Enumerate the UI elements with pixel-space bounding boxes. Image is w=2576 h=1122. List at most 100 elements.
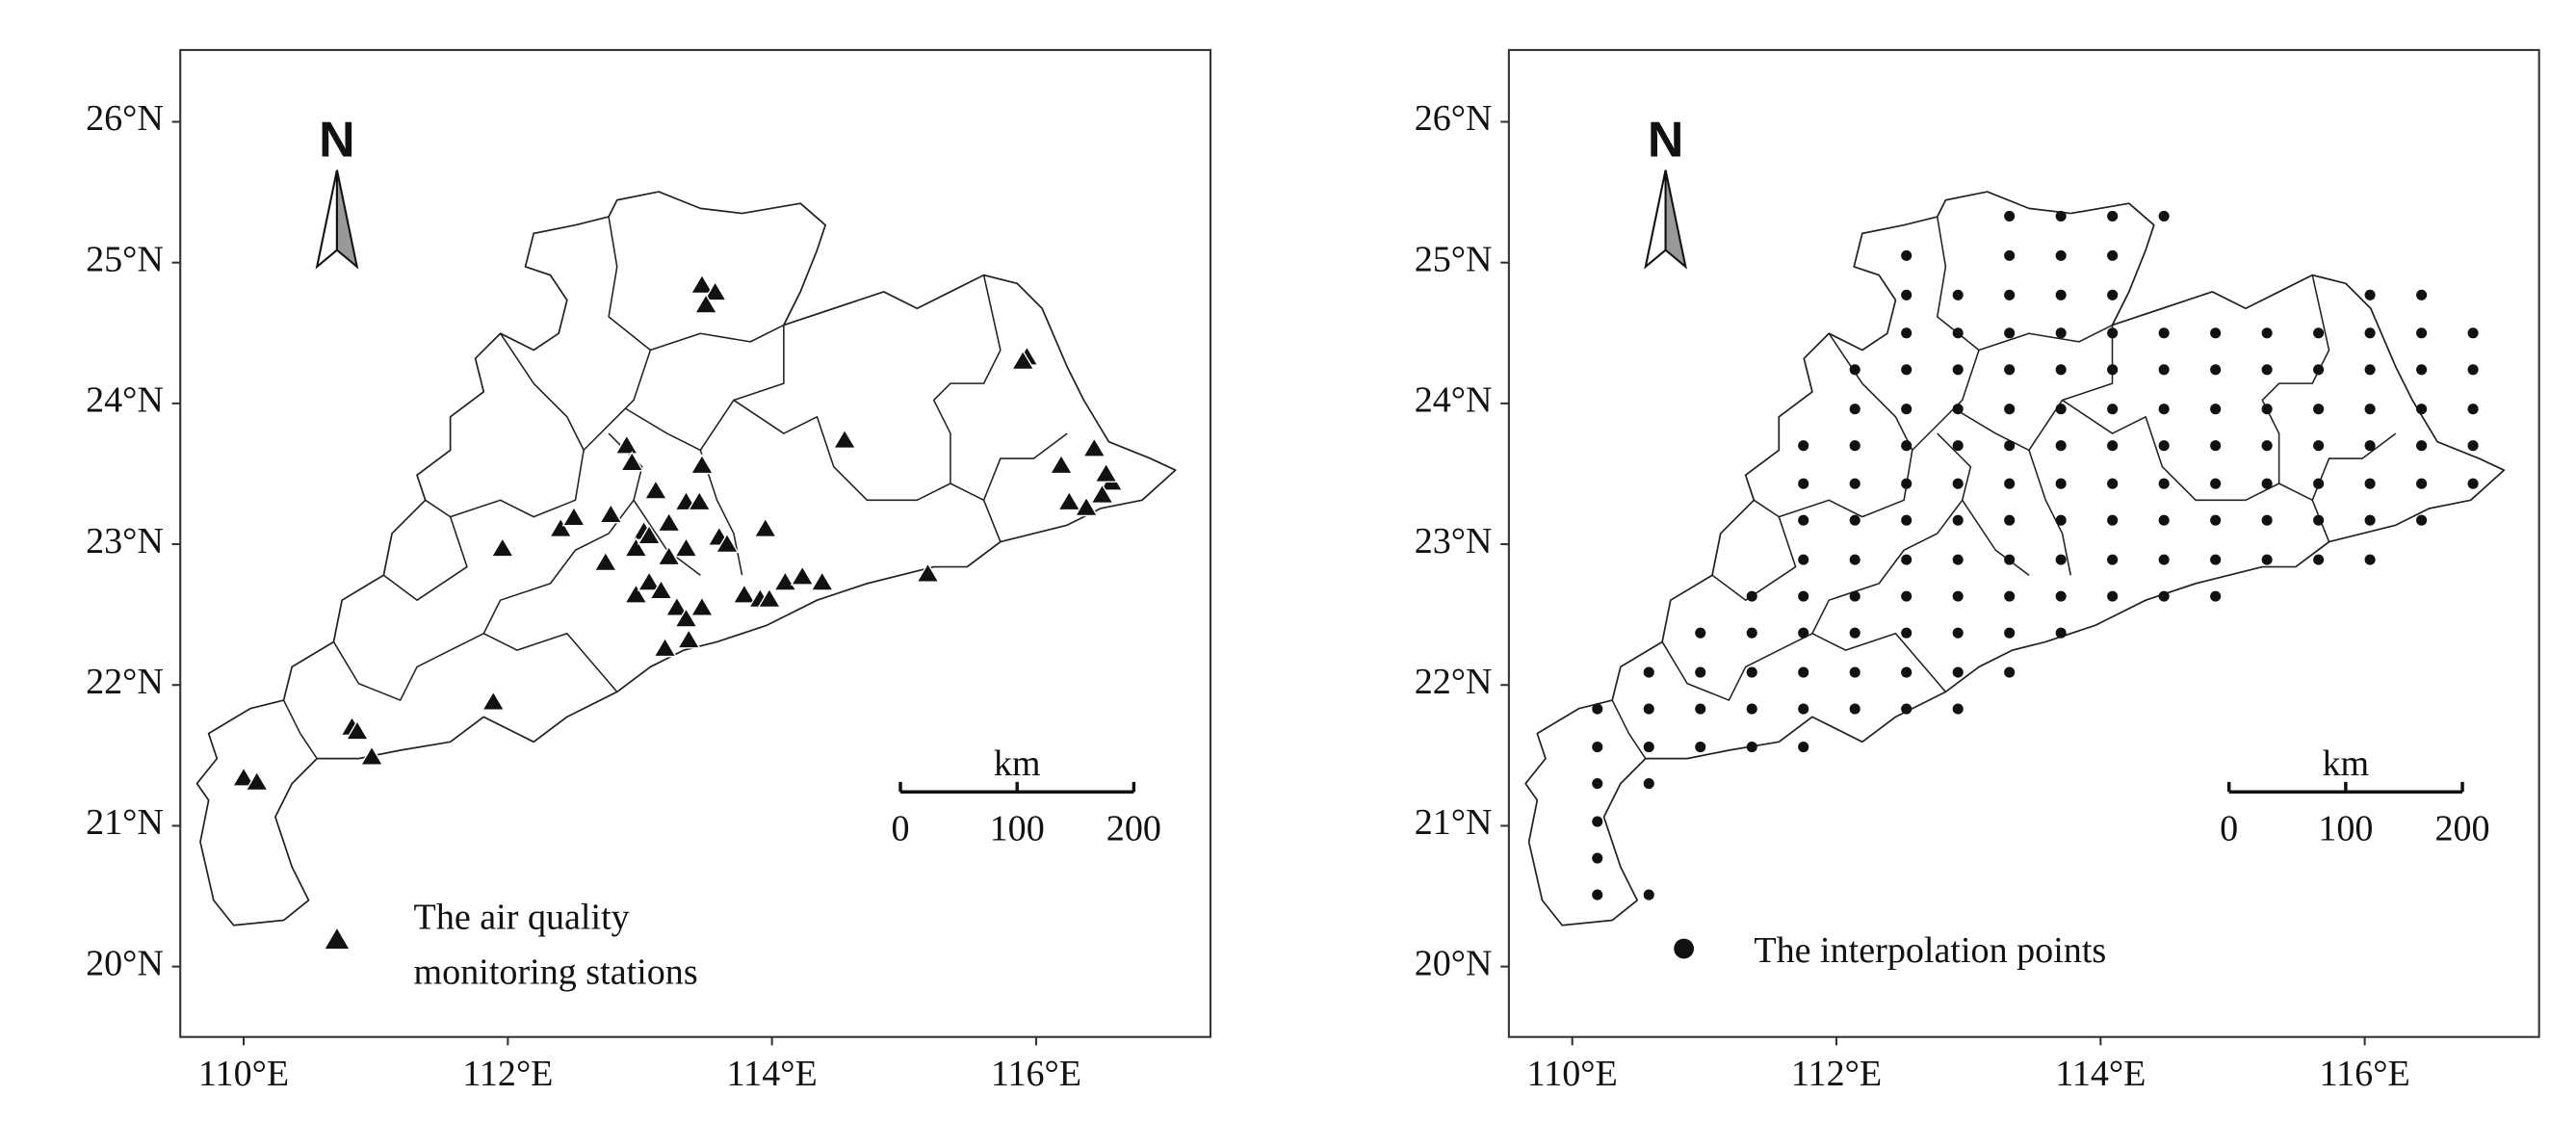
coastline <box>1524 191 2506 926</box>
interpolation-point <box>2210 404 2222 415</box>
legend-text: The air quality <box>414 897 630 937</box>
interpolation-point <box>2004 404 2016 415</box>
interpolation-point <box>1746 666 1757 678</box>
interpolation-point <box>2107 249 2119 261</box>
interpolation-point <box>2364 289 2376 300</box>
interpolation-point <box>2313 514 2325 526</box>
scale-unit: km <box>994 744 1041 784</box>
station-marker <box>359 744 384 766</box>
interpolation-point <box>1901 666 1912 678</box>
interpolation-point <box>1952 666 1964 678</box>
y-tick-label: 20°N <box>86 943 164 983</box>
station-marker <box>623 583 648 604</box>
interpolation-point <box>1798 590 1809 602</box>
y-tick-label: 25°N <box>86 239 164 279</box>
interpolation-point <box>2004 478 2016 489</box>
interpolation-point <box>2107 210 2119 222</box>
interpolation-point <box>2107 327 2119 339</box>
interpolation-point <box>1849 478 1860 489</box>
interpolation-point <box>2364 554 2376 565</box>
interpolation-point <box>1746 742 1757 753</box>
interpolation-point <box>2055 289 2067 300</box>
map-frame <box>179 48 1212 1038</box>
coastline <box>195 191 1177 926</box>
province-border <box>282 699 318 760</box>
interpolation-point <box>2107 514 2119 526</box>
interpolation-point <box>1695 666 1706 678</box>
province-border <box>1711 516 1797 601</box>
interpolation-point <box>1643 703 1654 715</box>
station-marker <box>657 545 682 566</box>
interpolation-point <box>2004 440 2016 452</box>
interpolation-point <box>2158 478 2170 489</box>
interpolation-point <box>1592 816 1603 827</box>
interpolation-point <box>2261 440 2273 452</box>
interpolation-point <box>2467 478 2479 489</box>
interpolation-point <box>2416 478 2428 489</box>
province-border <box>1611 699 1647 760</box>
interpolation-point <box>1952 478 1964 489</box>
interpolation-point <box>1901 478 1912 489</box>
interpolation-point <box>1849 440 1860 452</box>
interpolation-point <box>1798 742 1809 753</box>
interpolation-point <box>2107 289 2119 300</box>
scale-unit: km <box>2323 744 2370 784</box>
interpolation-point <box>1798 666 1809 678</box>
station-marker <box>1074 496 1099 517</box>
interpolation-point <box>2004 289 2016 300</box>
interpolation-point <box>1695 627 1706 639</box>
y-tick-label: 20°N <box>1415 943 1493 983</box>
interpolation-point <box>1643 889 1654 900</box>
interpolation-point <box>1592 889 1603 900</box>
station-marker <box>715 533 740 554</box>
interpolation-point <box>1952 514 1964 526</box>
interpolation-point <box>2158 364 2170 376</box>
interpolation-point <box>2004 210 2016 222</box>
interpolation-point <box>2261 364 2273 376</box>
interpolation-point <box>1592 703 1603 715</box>
interpolation-point <box>2055 627 2067 639</box>
interpolation-point <box>1952 440 1964 452</box>
legend-text: The interpolation points <box>1754 930 2106 971</box>
interpolation-point <box>1952 364 1964 376</box>
interpolation-point <box>2416 364 2428 376</box>
interpolation-point <box>1901 514 1912 526</box>
interpolation-point <box>2004 514 2016 526</box>
station-marker <box>1010 349 1035 371</box>
legend-marker <box>325 928 350 949</box>
station-marker <box>490 536 515 558</box>
province-border <box>1661 633 1946 701</box>
province-border <box>425 332 585 518</box>
y-tick-label: 25°N <box>1415 239 1493 279</box>
interpolation-point <box>2364 327 2376 339</box>
interpolation-point <box>2210 590 2222 602</box>
interpolation-point <box>2210 514 2222 526</box>
province-border <box>1953 407 2030 452</box>
interpolation-point <box>2004 666 2016 678</box>
interpolation-point <box>1592 852 1603 864</box>
interpolation-point <box>2313 404 2325 415</box>
y-tick-label: 21°N <box>1415 802 1493 843</box>
interpolation-point <box>2416 289 2428 300</box>
interpolation-point <box>1952 590 1964 602</box>
interpolation-point <box>2364 404 2376 415</box>
y-tick-label: 23°N <box>1415 521 1493 561</box>
x-tick-label: 112°E <box>462 1054 553 1094</box>
interpolation-point <box>1901 249 1912 261</box>
station-marker <box>810 570 835 591</box>
station-marker <box>345 719 370 741</box>
station-marker <box>637 524 662 545</box>
interpolation-point <box>1901 364 1912 376</box>
north-label: N <box>1648 113 1684 169</box>
interpolation-point <box>2364 440 2376 452</box>
interpolation-point <box>2158 590 2170 602</box>
station-marker <box>687 490 712 511</box>
interpolation-point <box>2416 404 2428 415</box>
station-marker <box>790 564 815 586</box>
x-tick-label: 112°E <box>1791 1054 1882 1094</box>
station-marker <box>690 454 715 475</box>
interpolation-point <box>2313 327 2325 339</box>
interpolation-point <box>2004 249 2016 261</box>
